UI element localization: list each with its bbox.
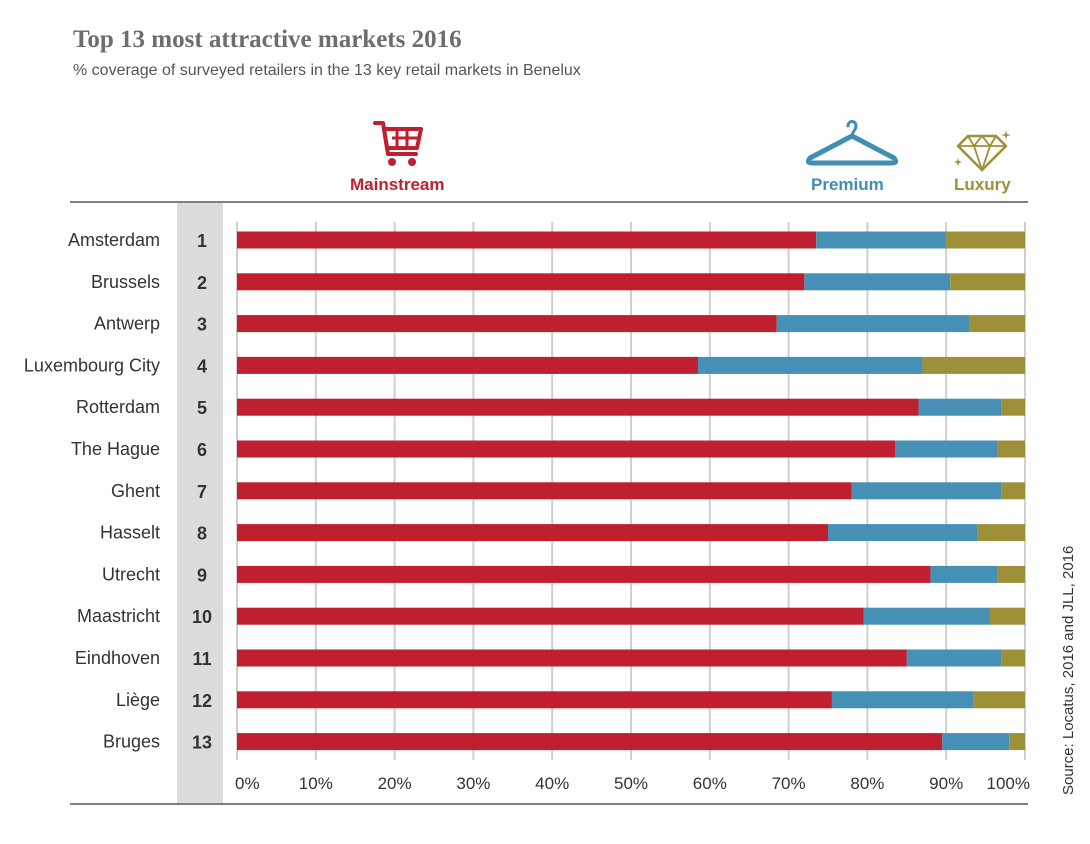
x-tick-label: 10% — [299, 774, 333, 793]
bar-mainstream — [237, 231, 817, 249]
rank-label: 4 — [197, 356, 207, 376]
bar-premium — [918, 398, 1002, 416]
bar-premium — [851, 482, 1002, 500]
rank-label: 11 — [192, 649, 211, 669]
shopping-cart-icon — [373, 121, 423, 166]
city-label: Antwerp — [94, 314, 160, 334]
bar-premium — [697, 356, 923, 374]
x-tick-label: 100% — [987, 774, 1030, 793]
x-tick-label: 60% — [693, 774, 727, 793]
x-tick-label: 0% — [235, 774, 260, 793]
bar-premium — [816, 231, 947, 249]
bar-luxury — [969, 315, 1025, 333]
city-label: Ghent — [111, 481, 160, 501]
bar-luxury — [1001, 482, 1025, 500]
bar-mainstream — [237, 607, 864, 625]
city-label: Eindhoven — [75, 648, 160, 668]
bar-luxury — [977, 524, 1025, 542]
x-tick-label: 20% — [378, 774, 412, 793]
source-note: Source: Locatus, 2016 and JLL, 2016 — [1060, 545, 1077, 795]
x-tick-label: 30% — [456, 774, 490, 793]
x-tick-label: 90% — [929, 774, 963, 793]
legend-premium: Premium — [811, 175, 884, 194]
bar-premium — [906, 649, 1002, 667]
x-tick-label: 80% — [850, 774, 884, 793]
bar-luxury — [989, 607, 1025, 625]
chart-subtitle: % coverage of surveyed retailers in the … — [73, 62, 581, 79]
rank-label: 8 — [197, 524, 207, 544]
city-label: Utrecht — [102, 564, 160, 584]
x-tick-label: 70% — [772, 774, 806, 793]
city-label: Rotterdam — [76, 397, 160, 417]
bar-luxury — [922, 356, 1025, 374]
city-label: Amsterdam — [68, 230, 160, 250]
rank-label: 12 — [192, 691, 212, 711]
rank-column-band — [177, 203, 223, 803]
rank-label: 13 — [192, 733, 212, 753]
bar-luxury — [950, 273, 1025, 291]
bar-premium — [804, 273, 951, 291]
rank-label: 1 — [197, 231, 207, 251]
bar-luxury — [946, 231, 1025, 249]
bar-luxury — [997, 565, 1025, 583]
legend-mainstream: Mainstream — [350, 175, 445, 194]
city-label: Bruges — [103, 732, 160, 752]
bar-premium — [863, 607, 990, 625]
city-label: Brussels — [91, 272, 160, 292]
bar-premium — [942, 733, 1010, 751]
rank-label: 5 — [197, 398, 207, 418]
city-label: The Hague — [71, 439, 160, 459]
bar-mainstream — [237, 273, 805, 291]
bar-premium — [831, 691, 974, 709]
bar-premium — [894, 440, 998, 458]
chart-title: Top 13 most attractive markets 2016 — [73, 26, 462, 53]
bar-mainstream — [237, 398, 919, 416]
bar-mainstream — [237, 733, 943, 751]
rank-label: 3 — [197, 315, 207, 335]
hanger-icon — [805, 120, 899, 166]
bar-mainstream — [237, 356, 698, 374]
bar-luxury — [973, 691, 1025, 709]
rank-label: 6 — [197, 440, 207, 460]
city-label: Luxembourg City — [24, 355, 160, 375]
bar-mainstream — [237, 565, 931, 583]
bar-luxury — [997, 440, 1025, 458]
bar-mainstream — [237, 315, 777, 333]
rank-label: 9 — [197, 565, 207, 585]
rank-label: 2 — [197, 273, 207, 293]
bar-premium — [828, 524, 978, 542]
bar-luxury — [1001, 649, 1025, 667]
rank-label: 7 — [197, 482, 207, 502]
bar-mainstream — [237, 524, 828, 542]
x-tick-label: 40% — [535, 774, 569, 793]
city-label: Liège — [116, 690, 160, 710]
city-label: Maastricht — [77, 606, 160, 626]
rank-label: 10 — [192, 607, 212, 627]
x-tick-label: 50% — [614, 774, 648, 793]
diamond-icon — [954, 130, 1011, 172]
bar-premium — [776, 315, 970, 333]
bar-premium — [930, 565, 998, 583]
bar-mainstream — [237, 440, 895, 458]
bar-luxury — [1001, 398, 1025, 416]
bar-mainstream — [237, 691, 832, 709]
legend-luxury: Luxury — [954, 175, 1011, 194]
bar-luxury — [1009, 733, 1025, 751]
bar-mainstream — [237, 482, 852, 500]
city-label: Hasselt — [100, 523, 160, 543]
bar-mainstream — [237, 649, 907, 667]
